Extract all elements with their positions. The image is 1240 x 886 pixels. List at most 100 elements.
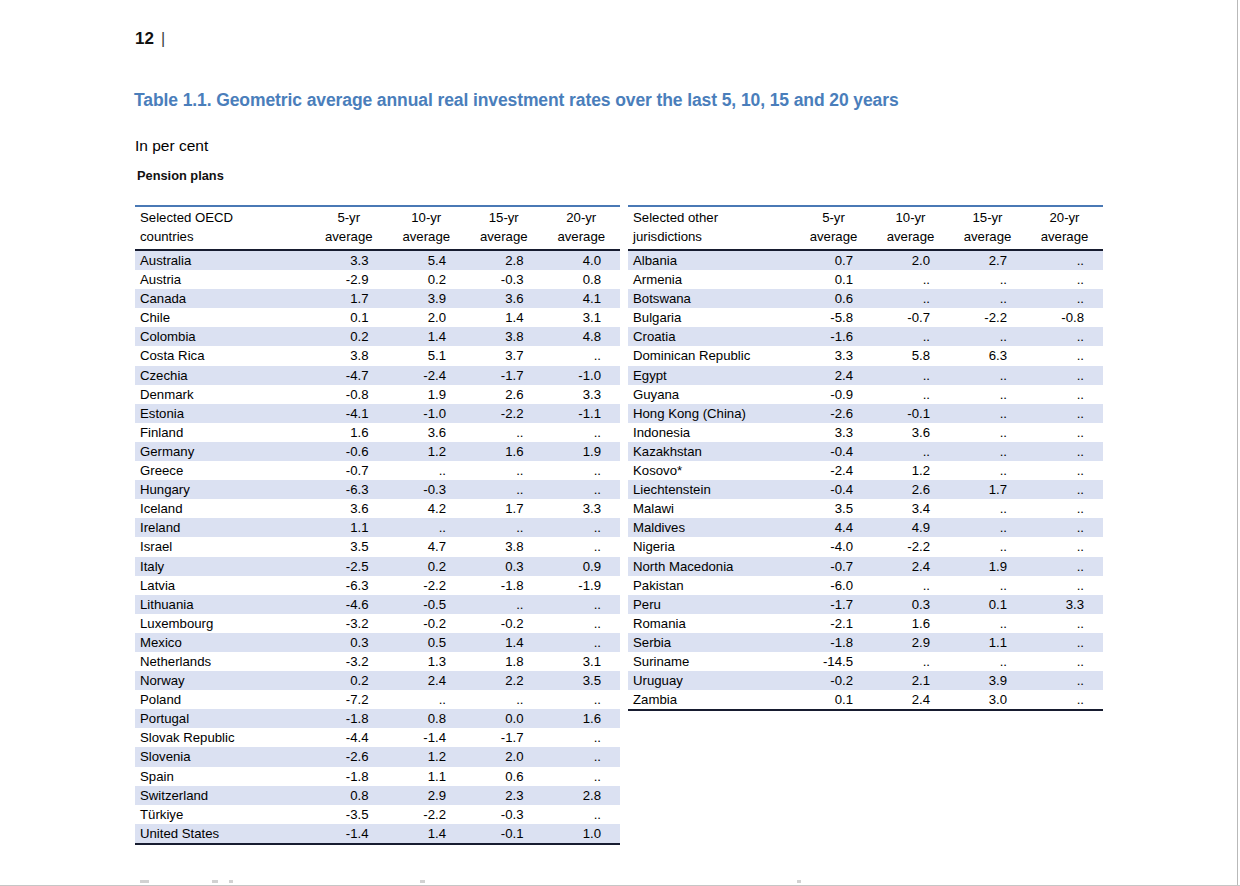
table-row: United States-1.41.4-0.11.0	[135, 824, 620, 844]
value-cell: ..	[543, 346, 621, 365]
value-cell: 5.4	[388, 250, 466, 270]
value-cell: -0.3	[465, 270, 543, 289]
table-row: Liechtenstein-0.42.61.7..	[628, 480, 1103, 499]
table-row: Greece-0.7......	[135, 461, 620, 480]
value-cell: ..	[465, 423, 543, 442]
value-cell: 0.6	[465, 767, 543, 786]
table-title: Table 1.1. Geometric average annual real…	[134, 90, 899, 111]
value-cell: -7.2	[310, 690, 388, 709]
value-cell: 2.4	[872, 557, 949, 576]
table-row: Italy-2.50.20.30.9	[135, 557, 620, 576]
value-cell: -5.8	[795, 308, 872, 327]
value-cell: ..	[543, 767, 621, 786]
column-header: 15-yraverage	[949, 206, 1026, 250]
value-cell: -3.2	[310, 652, 388, 671]
tables-container: Selected OECDcountries5-yraverage10-yrav…	[135, 205, 1103, 845]
value-cell: ..	[949, 327, 1026, 346]
column-header: 20-yraverage	[543, 206, 621, 250]
country-cell: Australia	[135, 250, 310, 270]
table-row: Czechia-4.7-2.4-1.7-1.0	[135, 366, 620, 385]
value-cell: 0.1	[310, 308, 388, 327]
value-cell: ..	[949, 576, 1026, 595]
value-cell: 0.3	[310, 633, 388, 652]
value-cell: 3.3	[310, 250, 388, 270]
country-cell: Ireland	[135, 518, 310, 537]
value-cell: 1.6	[310, 423, 388, 442]
value-cell: -1.6	[795, 327, 872, 346]
value-cell: ..	[543, 423, 621, 442]
value-cell: 2.6	[465, 385, 543, 404]
value-cell: 0.1	[949, 595, 1026, 614]
value-cell: 2.0	[388, 308, 466, 327]
value-cell: -0.2	[795, 671, 872, 690]
value-cell: 4.7	[388, 537, 466, 556]
country-cell: Norway	[135, 671, 310, 690]
value-cell: 3.6	[872, 423, 949, 442]
value-cell: ..	[872, 385, 949, 404]
value-cell: 3.8	[465, 327, 543, 346]
table-row: Austria-2.90.2-0.30.8	[135, 270, 620, 289]
value-cell: 0.1	[795, 690, 872, 710]
value-cell: ..	[543, 614, 621, 633]
value-cell: -4.1	[310, 404, 388, 423]
value-cell: ..	[1026, 518, 1103, 537]
value-cell: 0.2	[310, 671, 388, 690]
value-cell: -1.8	[795, 633, 872, 652]
country-cell: Iceland	[135, 499, 310, 518]
table-row: North Macedonia-0.72.41.9..	[628, 557, 1103, 576]
value-cell: ..	[1026, 366, 1103, 385]
country-cell: Hungary	[135, 480, 310, 499]
value-cell: ..	[949, 652, 1026, 671]
country-cell: Hong Kong (China)	[628, 404, 795, 423]
value-cell: -0.7	[310, 461, 388, 480]
country-cell: Botswana	[628, 289, 795, 308]
table-row: Slovak Republic-4.4-1.4-1.7..	[135, 728, 620, 747]
value-cell: -0.4	[795, 480, 872, 499]
header-row: Selected OECDcountries5-yraverage10-yrav…	[135, 206, 620, 250]
value-cell: ..	[872, 327, 949, 346]
value-cell: -2.2	[388, 805, 466, 824]
value-cell: 3.5	[543, 671, 621, 690]
country-cell: Zambia	[628, 690, 795, 710]
table-row: Guyana-0.9......	[628, 385, 1103, 404]
value-cell: -2.6	[310, 747, 388, 766]
country-cell: Netherlands	[135, 652, 310, 671]
value-cell: ..	[949, 461, 1026, 480]
value-cell: 3.9	[949, 671, 1026, 690]
value-cell: 0.9	[543, 557, 621, 576]
value-cell: ..	[543, 461, 621, 480]
value-cell: ..	[872, 652, 949, 671]
value-cell: 2.8	[465, 250, 543, 270]
table-row: Finland1.63.6....	[135, 423, 620, 442]
table-row: Slovenia-2.61.22.0..	[135, 747, 620, 766]
value-cell: -6.0	[795, 576, 872, 595]
value-cell: ..	[1026, 461, 1103, 480]
value-cell: ..	[949, 289, 1026, 308]
value-cell: 1.7	[465, 499, 543, 518]
value-cell: ..	[949, 366, 1026, 385]
value-cell: -1.7	[465, 366, 543, 385]
cutoff-text-fragment	[797, 880, 801, 883]
value-cell: ..	[543, 690, 621, 709]
value-cell: -6.3	[310, 480, 388, 499]
value-cell: 3.0	[949, 690, 1026, 710]
table-row: Costa Rica3.85.13.7..	[135, 346, 620, 365]
value-cell: -2.4	[388, 366, 466, 385]
value-cell: -0.9	[795, 385, 872, 404]
value-cell: -1.4	[310, 824, 388, 844]
value-cell: 0.8	[388, 709, 466, 728]
value-cell: ..	[1026, 289, 1103, 308]
cutoff-text-fragment	[212, 880, 218, 883]
value-cell: 3.3	[543, 385, 621, 404]
country-cell: Chile	[135, 308, 310, 327]
value-cell: -0.2	[465, 614, 543, 633]
value-cell: -0.7	[795, 557, 872, 576]
value-cell: 2.9	[388, 786, 466, 805]
value-cell: ..	[872, 270, 949, 289]
table-row: Portugal-1.80.80.01.6	[135, 709, 620, 728]
cutoff-text-fragment	[140, 880, 149, 883]
country-cell: Malawi	[628, 499, 795, 518]
table-row: Uruguay-0.22.13.9..	[628, 671, 1103, 690]
country-cell: Maldives	[628, 518, 795, 537]
country-cell: Egypt	[628, 366, 795, 385]
